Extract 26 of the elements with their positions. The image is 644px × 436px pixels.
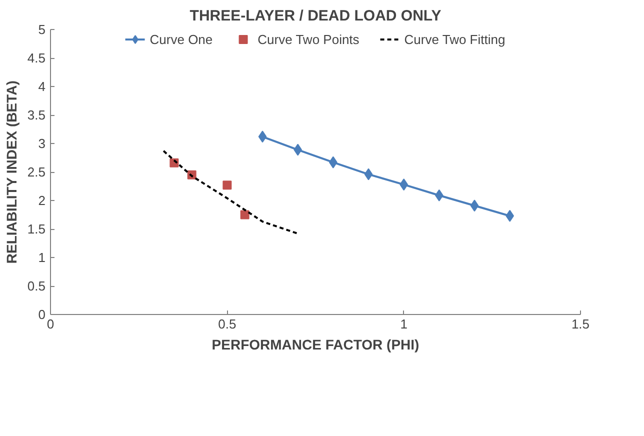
- y-tick-label: 4: [38, 79, 46, 94]
- y-tick-label: 2.5: [27, 164, 46, 180]
- legend-label: Curve One: [150, 32, 213, 46]
- point: [222, 180, 232, 190]
- y-tick-label: 0: [38, 307, 46, 322]
- y-tick-label: 1: [38, 250, 46, 265]
- y-tick-label: 1.5: [27, 222, 46, 236]
- point: [364, 168, 373, 180]
- y-tick-label: 2: [38, 193, 46, 208]
- y-tick-label: 5: [38, 22, 46, 37]
- x-tick-label: 1.5: [571, 316, 590, 332]
- y-axis-title: RELIABILITY INDEX (BETA): [3, 80, 20, 264]
- x-axis-title: PERFORMANCE FACTOR (PHI): [212, 336, 420, 352]
- y-tick-label: 0.5: [27, 278, 46, 294]
- y-tick-label: 3: [38, 136, 46, 151]
- legend-label: Curve Two Points: [258, 32, 360, 46]
- x-tick-label: 0.5: [218, 316, 236, 332]
- y-tick-label: 4.5: [27, 50, 46, 66]
- point: [240, 210, 250, 220]
- chart-title: THREE-LAYER / DEAD LOAD ONLY: [190, 8, 442, 24]
- point: [258, 130, 267, 143]
- line-series: [162, 150, 299, 235]
- legend-label: Curve Two Fitting: [404, 32, 506, 46]
- point: [470, 200, 479, 212]
- y-tick-label: 3.5: [27, 108, 46, 122]
- x-tick-label: 1: [400, 316, 408, 332]
